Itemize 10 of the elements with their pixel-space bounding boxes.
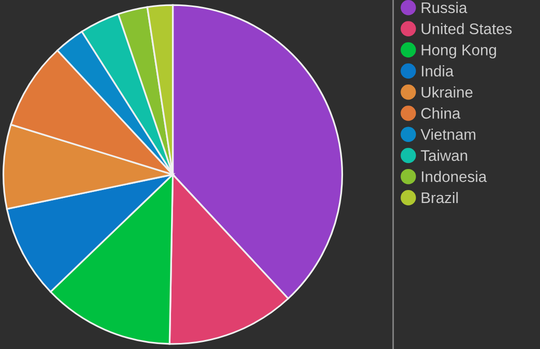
legend-label: Indonesia bbox=[422, 170, 487, 182]
legend-label: Russia bbox=[422, 2, 468, 14]
legend-label: Hong Kong bbox=[422, 44, 496, 58]
legend-label: China bbox=[421, 108, 460, 119]
legend-label: India bbox=[422, 65, 454, 76]
legend-label: Ukraine bbox=[422, 86, 472, 98]
legend-label: United States bbox=[422, 23, 512, 34]
legend-label: Brazil bbox=[422, 192, 458, 204]
legend-label: Taiwan bbox=[420, 150, 468, 161]
legend-label: Vietnam bbox=[420, 128, 476, 140]
